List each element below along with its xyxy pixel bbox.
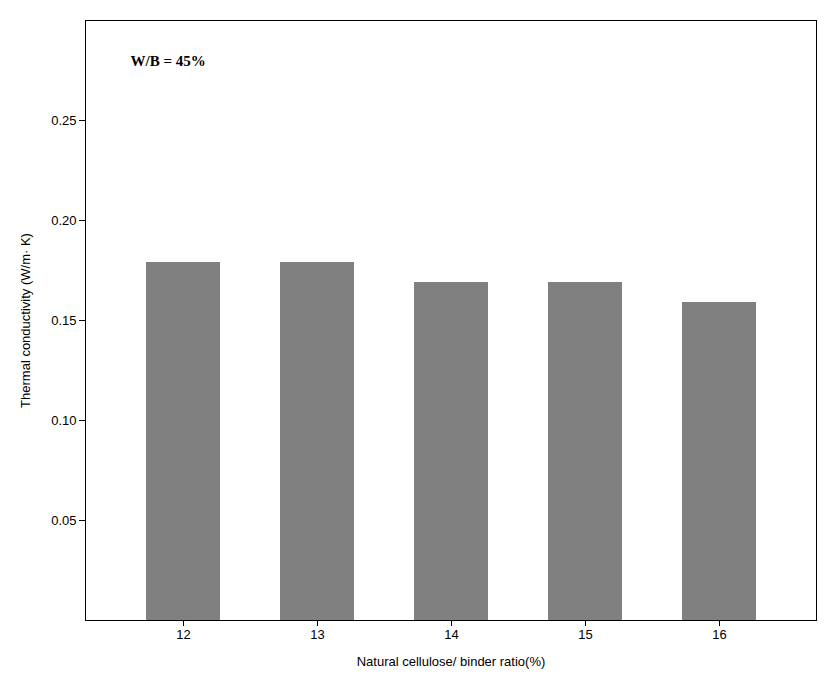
svg-text:12: 12 (176, 627, 190, 642)
svg-text:13: 13 (310, 627, 324, 642)
svg-text:15: 15 (578, 627, 592, 642)
svg-text:16: 16 (712, 627, 726, 642)
svg-text:0.20: 0.20 (51, 213, 76, 228)
svg-text:0.15: 0.15 (51, 313, 76, 328)
svg-text:Natural cellulose/ binder rati: Natural cellulose/ binder ratio(%) (357, 654, 546, 669)
svg-text:0.25: 0.25 (51, 113, 76, 128)
svg-text:0.10: 0.10 (51, 413, 76, 428)
svg-text:W/B = 45%: W/B = 45% (131, 53, 206, 69)
svg-text:Thermal conductivity (W/m· K): Thermal conductivity (W/m· K) (18, 233, 33, 408)
svg-text:14: 14 (444, 627, 458, 642)
svg-text:0.05: 0.05 (51, 513, 76, 528)
